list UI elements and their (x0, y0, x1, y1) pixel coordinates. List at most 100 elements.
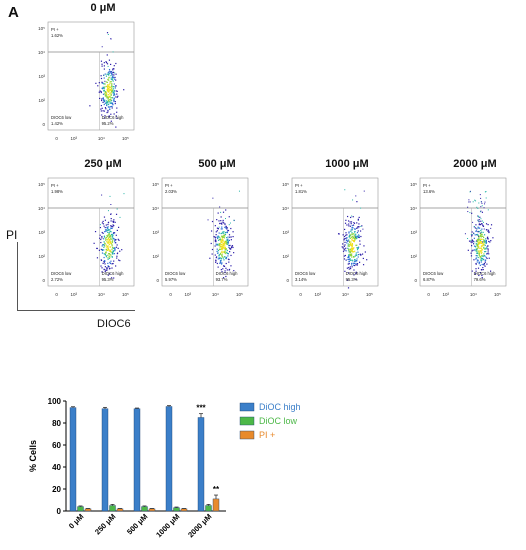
legend-label: DiOC high (259, 402, 301, 412)
bar-dioc-high-3 (165, 406, 173, 512)
bar-dioc-low-1 (109, 505, 116, 512)
dioc-low-label: DIOC6 low (51, 115, 72, 120)
pi-gate-label: PI + (51, 183, 59, 188)
bar-pi--1 (116, 508, 124, 512)
panel-label: A (8, 4, 19, 21)
bar-dioc-low-0 (77, 506, 84, 512)
flow-y-tick-label: 0 (156, 278, 159, 283)
flow-y-tick-label: 0 (42, 122, 45, 127)
dioc-high-percent: 95.3% (346, 277, 358, 282)
flow-plot: 10⁵ 10⁴ 10³ 10² 0 0 10³ 10⁴ 10⁵ PI +1.98% DIOC6 lo… (38, 177, 135, 297)
bar-dioc-high-2 (133, 408, 141, 512)
dioc-low-label: DIOC6 low (165, 271, 186, 276)
legend-swatch (239, 416, 255, 426)
dioc-low-label: DIOC6 low (295, 271, 316, 276)
flow-y-tick-label: 10⁴ (282, 206, 289, 211)
bar-dioc-high-1 (101, 408, 109, 512)
bar-pi--2 (148, 508, 156, 512)
flow-y-tick-label: 10⁴ (410, 206, 417, 211)
pi-gate-percent: 1.98% (51, 189, 63, 194)
dioc-high-label: DIOC6 high (216, 271, 239, 276)
pi-gate-percent: 13.6% (423, 189, 435, 194)
flow-x-tick-label: 10⁵ (366, 292, 373, 297)
flow-dots (89, 32, 125, 128)
flow-plot-title: 500 μM (198, 158, 236, 170)
flow-y-tick-label: 10⁵ (410, 182, 417, 187)
y-tick-label: 0 (57, 507, 62, 516)
flow-y-tick-label: 10³ (410, 230, 417, 235)
flow-plot-frame (47, 177, 135, 287)
y-tick-label: 100 (48, 397, 62, 406)
flow-x-tick-label: 10⁴ (470, 292, 477, 297)
flow-y-tick-label: 10⁵ (38, 26, 45, 31)
pi-gate-percent: 1.81% (295, 189, 307, 194)
bar-dioc-low-2 (141, 506, 148, 512)
legend-swatch (239, 430, 255, 440)
dioc-high-label: DIOC6 high (102, 115, 125, 120)
flow-x-tick-label: 0 (55, 136, 58, 141)
dioc-high-label: DIOC6 high (474, 271, 497, 276)
significance-annotation: ** (213, 485, 220, 494)
flow-y-tick-label: 0 (414, 278, 417, 283)
dioc-low-percent: 1.42% (51, 121, 63, 126)
flow-x-tick-label: 10⁵ (122, 136, 129, 141)
flow-y-tick-label: 10² (152, 254, 159, 259)
flow-x-tick-label: 0 (169, 292, 172, 297)
flow-y-tick-label: 10⁵ (152, 182, 159, 187)
x-tick-label: 250 μM (93, 512, 117, 536)
flow-x-tick-label: 10⁴ (212, 292, 219, 297)
flow-y-tick-label: 10³ (38, 230, 45, 235)
x-tick-label: 1000 μM (154, 512, 181, 539)
x-tick-label: 500 μM (125, 512, 149, 536)
flow-y-axis-label: PI (6, 228, 18, 242)
flow-plot: 10⁵ 10⁴ 10³ 10² 0 0 10³ 10⁴ 10⁵ PI +13.6% DIOC6 lo… (410, 177, 507, 297)
bar-dioc-low-3 (173, 507, 180, 512)
flow-y-axis-guide (17, 242, 18, 310)
flow-plot-title: 2000 μM (453, 158, 497, 170)
flow-y-tick-label: 0 (286, 278, 289, 283)
dioc-high-percent: 79.6% (474, 277, 486, 282)
flow-x-tick-label: 10³ (71, 136, 78, 141)
y-tick-label: 80 (52, 419, 61, 428)
flow-y-tick-label: 10⁵ (282, 182, 289, 187)
dioc-high-label: DIOC6 high (102, 271, 125, 276)
flow-plot-frame (291, 177, 379, 287)
dioc-low-label: DIOC6 low (423, 271, 444, 276)
flow-plot-title: 250 μM (84, 158, 122, 170)
dioc-high-label: DIOC6 high (346, 271, 369, 276)
flow-x-tick-label: 0 (55, 292, 58, 297)
flow-plot-frame (419, 177, 507, 287)
dioc-low-percent: 5.97% (165, 277, 177, 282)
y-tick-label: 40 (52, 463, 61, 472)
y-axis-label: % Cells (28, 440, 38, 472)
significance-annotation: *** (196, 404, 206, 413)
dioc-high-percent: 95.2% (102, 121, 114, 126)
flow-y-tick-label: 10⁴ (38, 206, 45, 211)
flow-dots (337, 189, 368, 289)
flow-plot: 10⁵ 10⁴ 10³ 10² 0 0 10³ 10⁴ 10⁵ PI +1.81% DIOC6 lo… (282, 177, 379, 297)
pi-gate-label: PI + (165, 183, 173, 188)
dioc-low-label: DIOC6 low (51, 271, 72, 276)
flow-x-tick-label: 10³ (443, 292, 450, 297)
bar-chart: 0 20 40 60 80 100 % Cells 0 μM 250 μM 500 μM 1000 … (28, 397, 301, 539)
flow-x-tick-label: 10⁴ (98, 136, 105, 141)
flow-x-tick-label: 10³ (71, 292, 78, 297)
flow-y-tick-label: 10³ (282, 230, 289, 235)
flow-dots (464, 190, 494, 279)
flow-plot-frame (47, 21, 135, 131)
dioc-low-percent: 3.14% (295, 277, 307, 282)
flow-y-tick-label: 10² (38, 254, 45, 259)
flow-x-tick-label: 10⁵ (122, 292, 129, 297)
flow-y-tick-label: 10⁵ (38, 182, 45, 187)
flow-y-tick-label: 10⁴ (152, 206, 159, 211)
flow-x-tick-label: 10⁵ (494, 292, 501, 297)
pi-gate-percent: 1.62% (51, 33, 63, 38)
bar-dioc-high-0 (69, 407, 77, 512)
flow-dots (207, 190, 240, 279)
legend-swatch (239, 402, 255, 412)
flow-plot-title: 0 μM (90, 2, 116, 14)
flow-x-tick-label: 10³ (185, 292, 192, 297)
pi-gate-label: PI + (295, 183, 303, 188)
flow-y-tick-label: 10³ (38, 74, 45, 79)
flow-y-tick-label: 10⁴ (38, 50, 45, 55)
